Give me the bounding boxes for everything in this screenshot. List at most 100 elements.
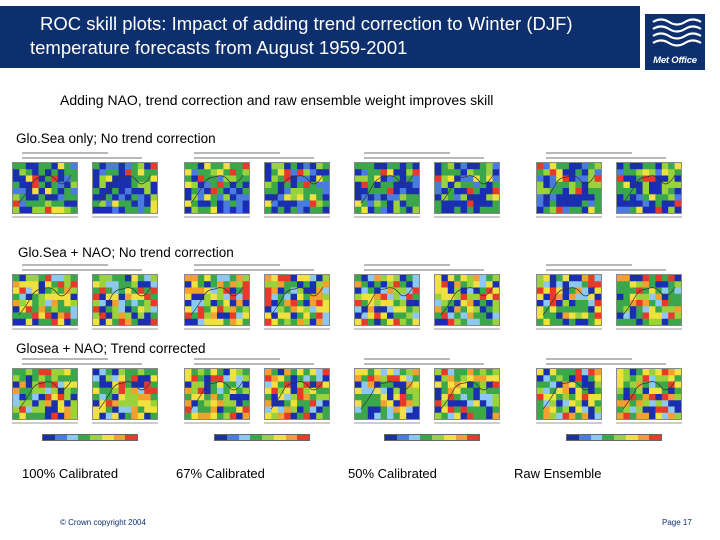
- colorbar-swatch: [43, 435, 55, 440]
- colorbar-swatch: [432, 435, 444, 440]
- map-axis-labels: [536, 422, 602, 424]
- colorbar-legend: [566, 434, 662, 441]
- colorbar-legend: [42, 434, 138, 441]
- colorbar-swatch: [273, 435, 286, 440]
- skill-map: [264, 368, 330, 420]
- colorbar-swatch: [578, 435, 591, 440]
- skill-map: [354, 368, 420, 420]
- map-axis-labels: [92, 422, 158, 424]
- colorbar-swatch: [66, 435, 79, 440]
- colorbar-swatch: [250, 435, 262, 440]
- roc-skill-panel: [8, 262, 172, 342]
- skill-map: [434, 162, 500, 214]
- map-axis-labels: [12, 216, 78, 218]
- panel-header-line: [364, 152, 450, 154]
- section-label-glosea-nao: Glo.Sea + NAO; No trend correction: [18, 245, 238, 260]
- map-axis-labels: [12, 328, 78, 330]
- roc-skill-panel: [8, 150, 172, 230]
- map-axis-labels: [354, 216, 420, 218]
- slide-title-banner: ROC skill plots: Impact of adding trend …: [0, 6, 640, 68]
- colorbar-swatch: [101, 435, 114, 440]
- colorbar-swatch: [285, 435, 298, 440]
- skill-map: [92, 368, 158, 420]
- panel-header-line: [22, 152, 108, 154]
- colorbar-swatch: [262, 435, 274, 440]
- slide-title-line-2: temperature forecasts from August 1959-2…: [30, 37, 408, 58]
- map-axis-labels: [264, 328, 330, 330]
- skill-map: [536, 368, 602, 420]
- panel-header-line: [194, 363, 314, 365]
- skill-map: [12, 368, 78, 420]
- panel-header-line: [546, 269, 666, 271]
- map-axis-labels: [12, 422, 78, 424]
- panel-header-line: [194, 152, 280, 154]
- roc-skill-panel: [350, 356, 514, 436]
- panel-header-line: [364, 264, 450, 266]
- map-axis-labels: [536, 216, 602, 218]
- colorbar-swatch: [625, 435, 638, 440]
- skill-map: [354, 274, 420, 326]
- panel-header-line: [22, 157, 142, 159]
- panel-header-line: [546, 152, 632, 154]
- map-axis-labels: [434, 422, 500, 424]
- caption-50-calibrated: 50% Calibrated: [348, 466, 437, 481]
- map-axis-labels: [184, 328, 250, 330]
- skill-map: [184, 274, 250, 326]
- map-axis-labels: [434, 216, 500, 218]
- slide-subtitle: Adding NAO, trend correction and raw ens…: [60, 92, 494, 108]
- colorbar-legend: [384, 434, 480, 441]
- panel-header-line: [364, 363, 484, 365]
- map-axis-labels: [92, 328, 158, 330]
- colorbar-swatch: [226, 435, 239, 440]
- colorbar-swatch: [590, 435, 603, 440]
- map-axis-labels: [536, 328, 602, 330]
- panel-header-line: [194, 269, 314, 271]
- colorbar-swatch: [408, 435, 421, 440]
- roc-skill-panel: [180, 150, 344, 230]
- colorbar-swatch: [238, 435, 251, 440]
- colorbar-swatch: [567, 435, 579, 440]
- map-axis-labels: [264, 216, 330, 218]
- colorbar-swatch: [215, 435, 227, 440]
- colorbar-swatch: [78, 435, 90, 440]
- caption-raw-ensemble: Raw Ensemble: [514, 466, 602, 481]
- panel-header-line: [22, 358, 108, 360]
- panel-header-line: [194, 157, 314, 159]
- panel-header-line: [546, 264, 632, 266]
- map-axis-labels: [616, 328, 682, 330]
- roc-skill-panel: [180, 262, 344, 342]
- colorbar-swatch: [125, 435, 137, 440]
- colorbar-swatch: [614, 435, 626, 440]
- colorbar-swatch: [113, 435, 126, 440]
- colorbar-swatch: [602, 435, 614, 440]
- section-label-glosea-only: Glo.Sea only; No trend correction: [16, 131, 220, 146]
- panel-header-line: [546, 363, 666, 365]
- panel-header-line: [546, 358, 632, 360]
- map-axis-labels: [264, 422, 330, 424]
- panel-header-line: [364, 269, 484, 271]
- map-axis-labels: [92, 216, 158, 218]
- colorbar-swatch: [443, 435, 456, 440]
- map-axis-labels: [354, 422, 420, 424]
- colorbar-swatch: [54, 435, 67, 440]
- map-axis-labels: [434, 328, 500, 330]
- map-axis-labels: [184, 422, 250, 424]
- colorbar-swatch: [637, 435, 650, 440]
- skill-map: [616, 274, 682, 326]
- colorbar-swatch: [455, 435, 468, 440]
- skill-map: [354, 162, 420, 214]
- roc-skill-panel: [532, 262, 696, 342]
- skill-map: [264, 162, 330, 214]
- roc-skill-panel: [350, 262, 514, 342]
- colorbar-swatch: [297, 435, 309, 440]
- colorbar-swatch: [385, 435, 397, 440]
- skill-map: [536, 162, 602, 214]
- skill-map: [184, 368, 250, 420]
- panel-header-line: [546, 157, 666, 159]
- skill-map: [616, 368, 682, 420]
- skill-map: [616, 162, 682, 214]
- roc-skill-panel: [350, 150, 514, 230]
- logo-wordmark: Met Office: [653, 55, 697, 66]
- map-axis-labels: [184, 216, 250, 218]
- section-label-glosea-nao-trend: Glosea + NAO; Trend corrected: [16, 341, 210, 356]
